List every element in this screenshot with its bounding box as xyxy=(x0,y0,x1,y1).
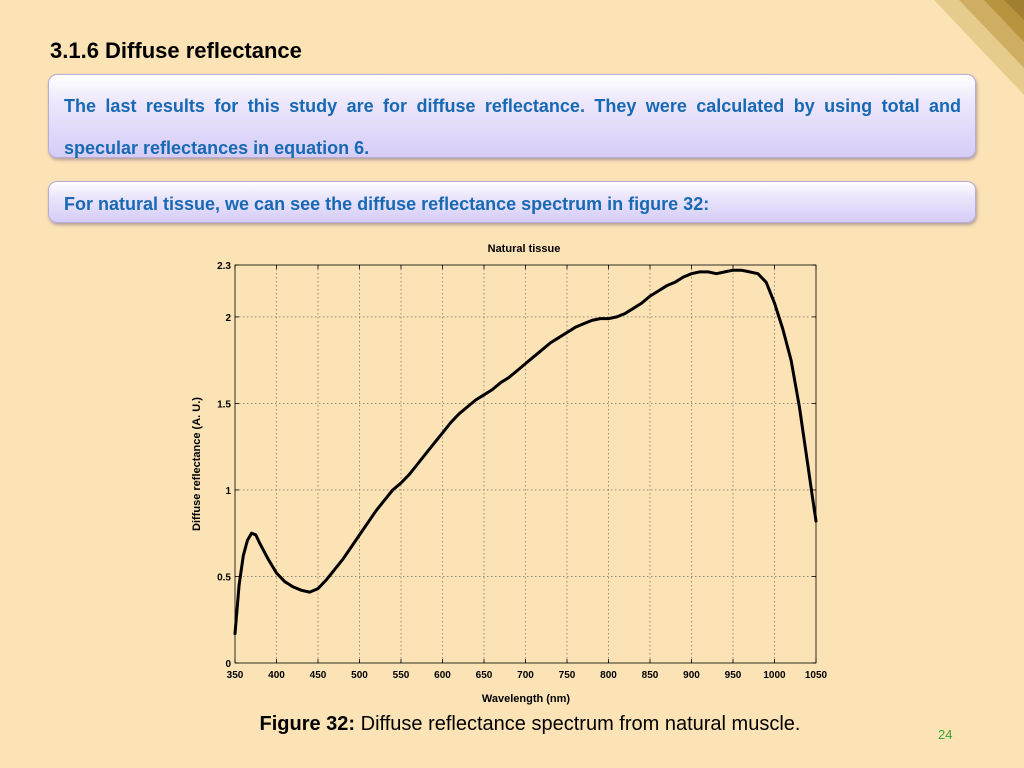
x-tick-label: 1000 xyxy=(763,670,786,681)
x-tick-label: 450 xyxy=(310,670,327,681)
diffuse-reflectance-chart: Natural tissue 350 400 450 500 550 600 650 700 7… xyxy=(191,243,828,705)
reflectance-curve-line xyxy=(233,268,818,636)
x-tick-label: 900 xyxy=(683,670,700,681)
x-tick-label: 850 xyxy=(642,670,659,681)
axis-ticks: 350 400 450 500 550 600 650 700 750 800 850 900 950 1… xyxy=(217,261,827,681)
x-tick-label: 650 xyxy=(476,670,493,681)
page-number: 24 xyxy=(938,727,953,742)
x-tick-label: 500 xyxy=(351,670,368,681)
intro-paragraph: The last results for this study are for … xyxy=(64,96,961,158)
corner-stripes-decoration xyxy=(934,0,1024,95)
y-tick-label: 1.5 xyxy=(217,399,231,410)
y-axis-label: Diffuse reflectance (A. U.) xyxy=(191,397,203,531)
x-tick-label: 950 xyxy=(725,670,742,681)
y-tick-label: 0.5 xyxy=(217,572,231,583)
slide-title: 3.1.6 Diffuse reflectance xyxy=(50,38,302,63)
x-tick-label: 750 xyxy=(559,670,576,681)
figure-intro-paragraph: For natural tissue, we can see the diffu… xyxy=(64,194,710,214)
y-tick-label: 1 xyxy=(225,486,231,497)
y-tick-label: 2.3 xyxy=(217,261,231,272)
caption-label: Figure 32: xyxy=(259,713,356,735)
caption-text: Diffuse reflectance spectrum from natura… xyxy=(355,713,801,735)
x-axis-label: Wavelength (nm) xyxy=(482,693,571,705)
figure-caption: Figure 32: Diffuse reflectance spectrum … xyxy=(0,713,1024,736)
figure-intro-box: For natural tissue, we can see the diffu… xyxy=(48,181,976,223)
plot-frame xyxy=(234,264,817,664)
x-tick-label: 1050 xyxy=(805,670,828,681)
x-tick-label: 350 xyxy=(227,670,244,681)
x-tick-label: 800 xyxy=(600,670,617,681)
grid-lines xyxy=(235,265,816,663)
x-tick-label: 600 xyxy=(434,670,451,681)
x-tick-label: 550 xyxy=(393,670,410,681)
chart-title: Natural tissue xyxy=(488,243,561,255)
x-tick-label: 700 xyxy=(517,670,534,681)
intro-text-box: The last results for this study are for … xyxy=(48,74,976,158)
y-tick-label: 0 xyxy=(225,659,231,670)
y-tick-label: 2 xyxy=(225,313,231,324)
x-tick-label: 400 xyxy=(268,670,285,681)
